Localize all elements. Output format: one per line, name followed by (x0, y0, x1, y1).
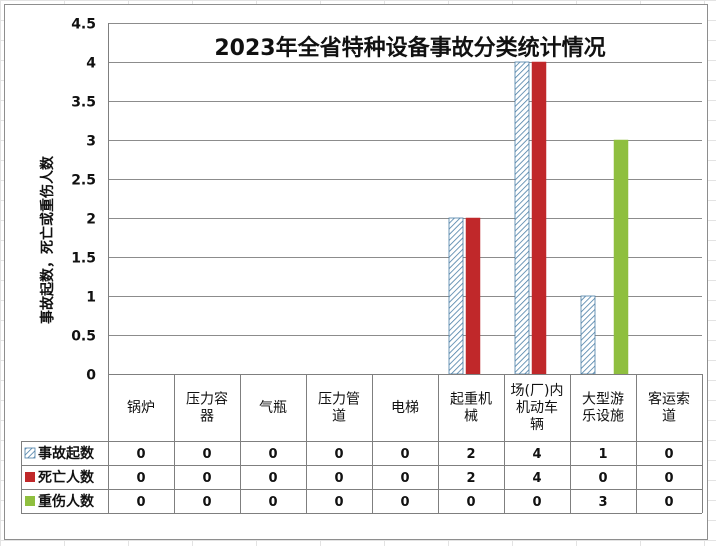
legend-key-0 (24, 447, 36, 459)
data-label: 0 (598, 471, 607, 486)
data-label: 4 (532, 447, 541, 462)
chart-area[interactable]: 0 0.5 1 1.5 2 2.5 3 3.5 4 4.5 锅炉 压力容器 气瓶 压力管道 电梯 起重机械 场(… (4, 4, 708, 540)
data-label: 0 (202, 447, 211, 462)
data-label: 0 (400, 471, 409, 486)
category-label: 场(厂)内机动车辆 (511, 383, 564, 433)
data-label: 4 (532, 471, 541, 486)
legend-key-1 (25, 472, 35, 482)
legend-key-2 (25, 496, 35, 506)
data-label: 0 (664, 447, 673, 462)
data-label: 0 (202, 471, 211, 486)
y-tick-label: 4 (86, 56, 96, 72)
category-label: 客运索道 (648, 391, 690, 425)
data-label: 0 (268, 471, 277, 486)
legend-label: 死亡人数 (37, 469, 95, 486)
bar-0-7 (580, 295, 596, 375)
bar-1-6 (531, 61, 547, 375)
y-tick-label: 3.5 (71, 95, 96, 111)
chart-canvas: 0 0.5 1 1.5 2 2.5 3 3.5 4 4.5 锅炉 压力容器 气瓶 压力管道 电梯 起重机械场(… (21, 17, 703, 514)
data-label: 0 (202, 495, 211, 510)
data-label: 0 (400, 495, 409, 510)
y-tick-label: 1.5 (71, 251, 96, 267)
bar-2-7 (613, 139, 629, 375)
data-label: 2 (466, 447, 475, 462)
data-label: 0 (136, 471, 145, 486)
data-label: 0 (268, 495, 277, 510)
data-label: 0 (334, 495, 343, 510)
data-label: 0 (532, 495, 541, 510)
legend-label: 事故起数 (38, 445, 95, 462)
data-label: 2 (466, 471, 475, 486)
data-label: 0 (268, 447, 277, 462)
chart-title: 2023年全省特种设备事故分类统计情况 (214, 36, 606, 61)
data-label: 0 (334, 471, 343, 486)
category-label: 大型游乐设施 (582, 392, 624, 425)
y-axis-label: 事故起数，死亡或重伤人数 (40, 156, 56, 324)
data-label: 0 (400, 447, 409, 462)
data-label: 0 (136, 447, 145, 462)
y-tick-label: 3 (86, 134, 96, 150)
y-tick-label: 0.5 (71, 329, 96, 345)
data-label: 1 (598, 447, 607, 462)
data-label: 0 (136, 495, 145, 510)
data-label: 0 (466, 495, 475, 510)
y-tick-label: 2.5 (71, 173, 96, 189)
legend-label: 重伤人数 (38, 493, 95, 510)
data-label: 0 (334, 447, 343, 462)
y-tick-label: 2 (86, 212, 96, 228)
bar-0-6 (514, 61, 530, 375)
category-label: 气瓶 (259, 400, 287, 416)
data-label: 0 (664, 471, 673, 486)
category-label: 锅炉 (127, 400, 155, 416)
category-label: 电梯 (391, 400, 419, 416)
data-label: 3 (598, 495, 607, 510)
bar-0-5 (448, 217, 464, 375)
data-label: 0 (664, 495, 673, 510)
category-label: 压力容器 (186, 391, 228, 425)
y-tick-label: 4.5 (71, 17, 96, 33)
y-tick-label: 0 (86, 368, 96, 384)
y-tick-label: 1 (86, 290, 96, 306)
category-label: 起重机械 (450, 392, 492, 425)
category-label: 压力管道 (318, 392, 360, 425)
bar-1-5 (465, 217, 481, 375)
